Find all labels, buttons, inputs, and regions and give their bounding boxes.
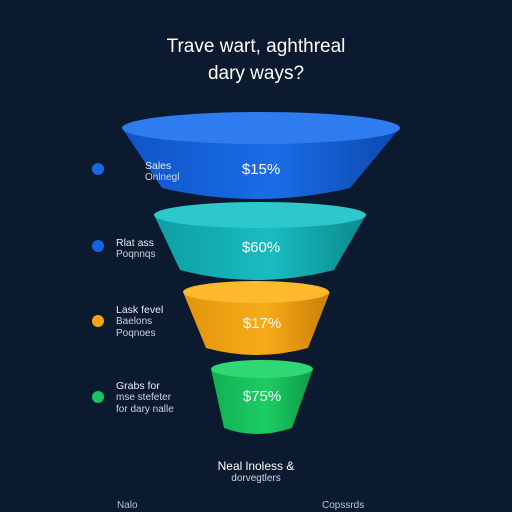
corner-label-right: Copssrds (322, 500, 365, 511)
legend-3-line2: Baelons (116, 316, 153, 327)
funnel-title-line2: dary ways? (207, 63, 305, 84)
legend-1-line2: Onlnegl (145, 172, 180, 183)
legend-4-line2: mse stefeter (116, 392, 172, 403)
funnel-segment-4-top (211, 360, 313, 378)
funnel-segment-3-top (183, 281, 329, 303)
legend-3-line3: Poqnoes (116, 328, 156, 339)
funnel-segment-2-top (154, 202, 366, 228)
legend-2-line2: Poqnnqs (116, 249, 156, 260)
corner-label-left: Nalo (117, 500, 138, 511)
legend-dot-3 (92, 315, 104, 327)
funnel-segment-3 (183, 281, 330, 355)
legend-3-line1: Lask fevel (116, 304, 164, 316)
legend-dot-4 (92, 391, 104, 403)
legend-4-line3: for dary nalle (116, 404, 174, 415)
funnel-segment-1-top (122, 112, 400, 144)
funnel-segment-4-body (211, 369, 313, 434)
stage-2-value: $60% (241, 239, 281, 256)
funnel-segment-3-body (183, 292, 330, 355)
funnel-segment-2-body (154, 215, 366, 280)
funnel-segment-1-body (122, 128, 400, 199)
funnel-title-line1: Trave wart, aghthreal (166, 36, 346, 57)
footer-line2: dorvegtlers (231, 473, 281, 484)
stage-1-value: $15% (241, 161, 281, 178)
legend-dot-2 (92, 240, 104, 252)
stage-4-value: $75% (242, 388, 282, 405)
footer-line1: Neal lnoless & (217, 459, 295, 473)
funnel-segment-2 (154, 202, 366, 280)
legend-dot-1 (92, 163, 104, 175)
legend-2-line1: Rlat ass (116, 237, 154, 249)
legend-1-line1: Sales (145, 160, 172, 172)
legend-4-line1: Grabs for (116, 380, 160, 392)
funnel-segment-1 (122, 112, 400, 199)
stage-3-value: $17% (242, 315, 282, 332)
funnel-segment-4 (211, 360, 313, 434)
